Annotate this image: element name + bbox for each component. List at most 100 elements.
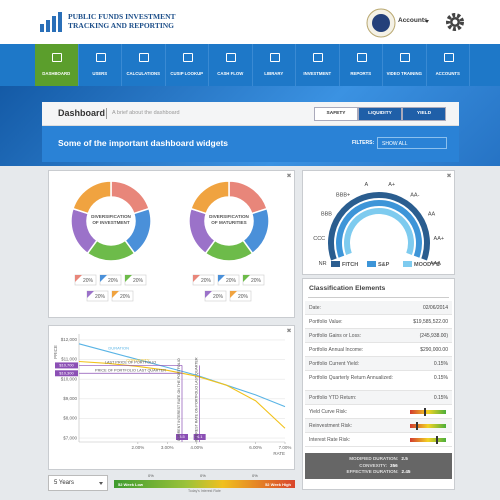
- nav-label: INVESTMENT: [303, 71, 332, 76]
- risk-bar: [410, 422, 446, 430]
- page-subtitle: A brief about the dashboard: [112, 110, 180, 116]
- gauge-label: AA: [428, 211, 436, 217]
- rate-tag-label: 3.5: [179, 434, 185, 439]
- nav-item[interactable]: CASH FLOW: [209, 44, 253, 86]
- toggle-button[interactable]: LIQUIDITY: [358, 107, 402, 121]
- legend-value: 20%: [95, 294, 106, 300]
- x-tick-label: 3.00%: [161, 445, 174, 450]
- summary-value: 356: [390, 462, 398, 468]
- toggle-label: YIELD: [416, 111, 432, 116]
- filter-select[interactable]: SHOW ALL: [377, 137, 447, 149]
- donut-label: DIVERSIFICATION OF MATURITIES: [209, 214, 249, 225]
- data-row: Portfolio Gains or Loss: (245,938.00): [305, 329, 452, 343]
- nav-item[interactable]: CUSIP LOOKUP: [166, 44, 209, 86]
- data-row: Portfolio YTD Return: 0.15%: [305, 391, 452, 405]
- legend-swatch: [243, 275, 250, 282]
- gauge-label: NR: [319, 261, 327, 267]
- gauge-label: BBB+: [336, 192, 350, 198]
- legend-label: FITCH: [342, 262, 358, 268]
- price-chart-widget: ✖ $7,000 $8,000 $9,000 $10,000 $11,000 $12,000…: [48, 325, 295, 470]
- price-tag-label: $10,700: [59, 362, 74, 367]
- nav-item[interactable]: DASHBOARD: [35, 44, 79, 86]
- price-line-label: PRICE OF PORTFOLIO LAST QUARTER: [95, 368, 166, 372]
- panel-header: Dashboard A brief about the dashboard SA…: [42, 102, 459, 126]
- nav-item[interactable]: CALCULATIONS: [122, 44, 166, 86]
- data-row: Portfolio Quarterly Return Annualized: 0.…: [305, 371, 452, 391]
- nav-label: CALCULATIONS: [126, 71, 161, 76]
- nav-icon: [269, 53, 280, 62]
- summary-footer: MODIFIED DURATION: 2.5 CONVEXITY: 356 EFFECT…: [305, 453, 452, 479]
- rate-tag: [176, 434, 188, 440]
- row-key: Portfolio Gains or Loss:: [309, 333, 361, 339]
- risk-row: Yield Curve Risk:: [305, 405, 452, 419]
- row-key: Interest Rate Risk:: [309, 437, 351, 443]
- row-value: $290,000.00: [420, 347, 448, 353]
- toggle-button[interactable]: SAFETY: [314, 107, 358, 121]
- row-value: 02/06/2014: [422, 305, 448, 311]
- slider-high: 52 Week High: [265, 481, 291, 487]
- account-menu[interactable]: Accounts: [398, 17, 428, 24]
- rate-tag: [193, 434, 206, 440]
- rate-slider: 52 Week Low 52 Week High: [114, 480, 295, 488]
- toggle-label: SAFETY: [326, 111, 346, 116]
- nav-item[interactable]: VIDEO TRAINING: [383, 44, 427, 86]
- rate-line-label: INTEREST RATE ON PORTFOLIO LAST QUARTER: [195, 357, 199, 442]
- y-tick-label: $11,000: [61, 357, 77, 362]
- legend-swatch: [218, 275, 225, 282]
- slider-mark: 0%: [148, 473, 154, 478]
- nav-item[interactable]: USERS: [79, 44, 122, 86]
- nav-item[interactable]: REPORTS: [340, 44, 383, 86]
- data-row: Date: 02/06/2014: [305, 301, 452, 315]
- x-tick-label: 7.00%: [279, 445, 292, 450]
- series-label: DURATION: [108, 346, 129, 351]
- legend-swatch: [403, 261, 412, 267]
- classification-widget: Classification Elements Date: 02/06/2014 Po…: [302, 278, 455, 490]
- nav-label: CASH FLOW: [217, 71, 244, 76]
- legend-swatch: [87, 291, 94, 298]
- row-value: 0.15%: [433, 375, 448, 381]
- divider: [106, 108, 107, 119]
- legend-value: 20%: [83, 278, 94, 284]
- risk-marker: [436, 436, 438, 444]
- row-key: Portfolio Value:: [309, 319, 343, 325]
- period-select[interactable]: 5 Years: [48, 475, 108, 491]
- nav-item[interactable]: ACCOUNTS: [427, 44, 470, 86]
- summary-line: CONVEXITY: 356: [305, 463, 452, 470]
- settings-gear[interactable]: [445, 12, 465, 32]
- legend-swatch: [75, 275, 82, 282]
- nav-icon: [313, 53, 323, 62]
- summary-value: 2.45: [401, 469, 411, 474]
- y-tick-label: $9,000: [63, 396, 77, 401]
- risk-marker: [416, 422, 418, 430]
- row-key: Date:: [309, 305, 321, 311]
- gauge-label: CCC: [313, 236, 325, 242]
- risk-marker: [424, 408, 426, 416]
- gauge-arc: [336, 200, 422, 258]
- row-key: Yield Curve Risk:: [309, 409, 348, 415]
- nav-label: LIBRARY: [264, 71, 284, 76]
- legend-value: 20%: [120, 294, 131, 300]
- toggle-button[interactable]: YIELD: [402, 107, 446, 121]
- nav-icon: [139, 53, 149, 62]
- row-key: Portfolio Current Yield:: [309, 361, 360, 367]
- donut-segment: [72, 180, 112, 215]
- widget-canvas: ✖ $7,000 $8,000 $9,000 $10,000 $11,000 $12,000…: [53, 328, 292, 457]
- gauge-label: BBB: [321, 211, 332, 217]
- row-key: Portfolio Quarterly Return Annualized:: [309, 375, 393, 381]
- rate-tag-label: 4.1: [197, 434, 203, 439]
- gauge-widget: ✖ NR CCC BBB BBB+ A A+ AA- AA AA+ AAA FITCH S&P MOODY…: [302, 170, 455, 275]
- legend-value: 20%: [201, 278, 212, 284]
- x-tick-label: 4.00%: [190, 445, 203, 450]
- nav-label: ACCOUNTS: [435, 71, 460, 76]
- rule: [308, 297, 449, 298]
- donut-hole: [205, 197, 253, 245]
- nav-item[interactable]: LIBRARY: [253, 44, 296, 86]
- price-tag-label: $10,300: [59, 370, 74, 375]
- logo-icon: [40, 12, 62, 32]
- nav-icon: [226, 53, 236, 62]
- nav-item[interactable]: INVESTMENT: [296, 44, 340, 86]
- top-header: PUBLIC FUNDS INVESTMENT TRACKING AND REP…: [0, 0, 500, 44]
- select-caret: [99, 482, 103, 485]
